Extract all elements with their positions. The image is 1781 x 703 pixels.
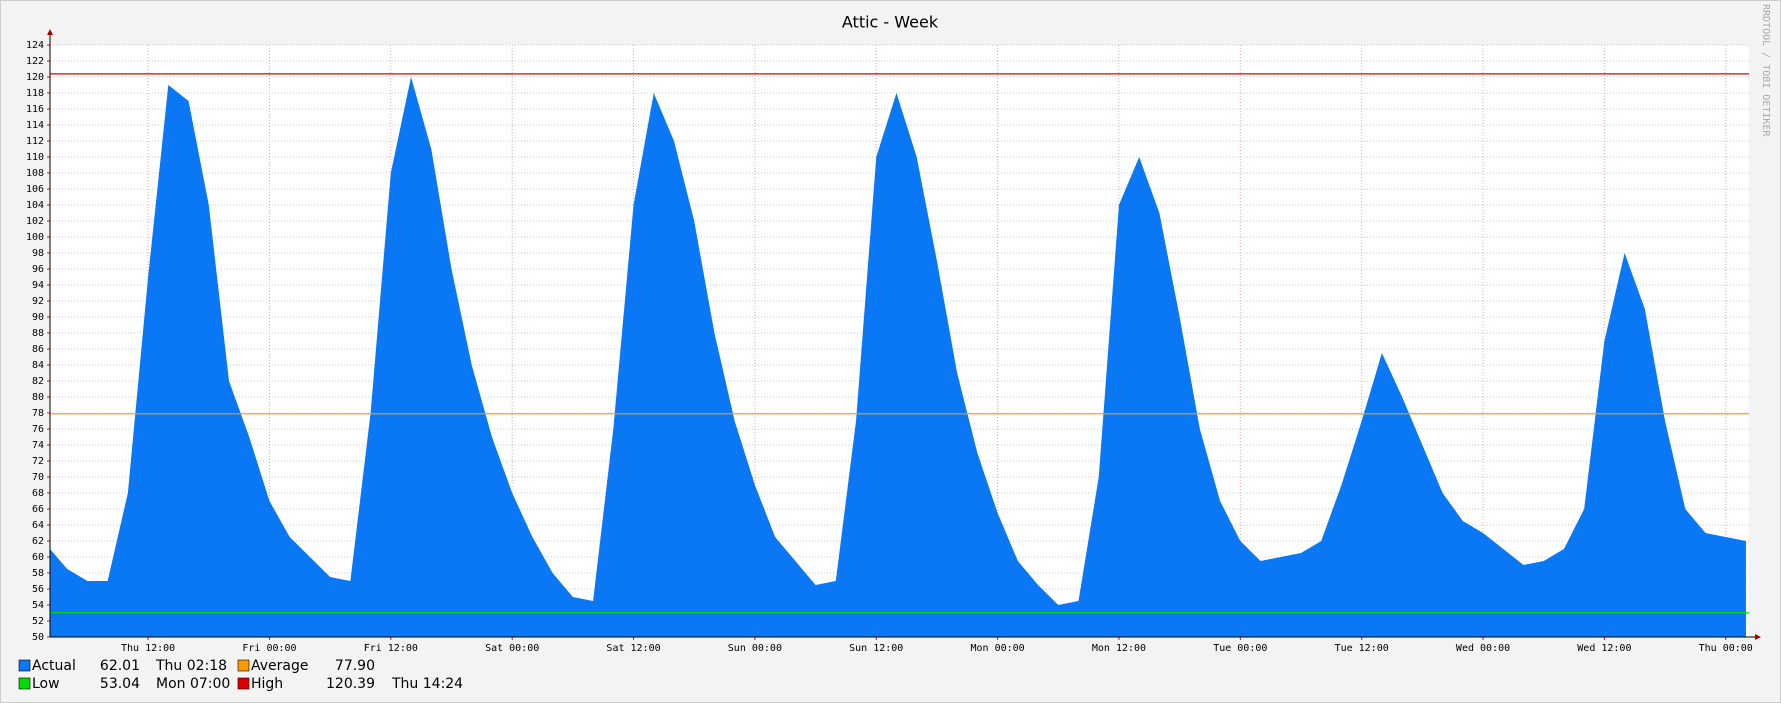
area: [50, 77, 1746, 637]
x-tick-label: Thu 00:00: [1699, 643, 1753, 654]
y-tick-label: 92: [32, 296, 44, 307]
legend-value: 53.04: [100, 676, 140, 692]
y-tick-label: 124: [26, 40, 44, 51]
y-tick-label: 86: [32, 344, 44, 355]
x-tick-label: Sat 12:00: [606, 643, 660, 654]
x-tick-label: Tue 00:00: [1213, 643, 1267, 654]
legend-label: Low: [32, 676, 60, 692]
y-tick-label: 78: [32, 408, 44, 419]
y-tick-label: 80: [32, 392, 44, 403]
y-tick-label: 68: [32, 488, 44, 499]
y-tick-label: 54: [32, 600, 44, 611]
legend-value: 62.01: [100, 658, 140, 674]
legend-swatch: [18, 659, 31, 672]
x-tick-label: Sun 12:00: [849, 643, 903, 654]
chart-title: Attic - Week: [842, 13, 939, 32]
x-tick-label: Fri 00:00: [242, 643, 296, 654]
x-tick-label: Thu 12:00: [121, 643, 175, 654]
y-tick-label: 94: [32, 280, 44, 291]
y-tick-label: 114: [26, 120, 44, 131]
y-tick-label: 108: [26, 168, 44, 179]
y-tick-label: 100: [26, 232, 44, 243]
marks: [50, 73, 1749, 637]
legend-swatch: [237, 677, 250, 690]
y-tick-label: 50: [32, 632, 44, 643]
y-tick-label: 106: [26, 184, 44, 195]
legend: Actual 62.01 Thu 02:18 Average 77.90 Low 53.04…: [18, 658, 463, 692]
y-tick-label: 62: [32, 536, 44, 547]
x-axis-arrow: [1755, 634, 1761, 640]
x-tick-label: Sun 00:00: [728, 643, 782, 654]
y-tick-label: 96: [32, 264, 44, 275]
y-tick-label: 60: [32, 552, 44, 563]
y-tick-label: 82: [32, 376, 44, 387]
x-tick-label: Wed 00:00: [1456, 643, 1510, 654]
y-tick-label: 72: [32, 456, 44, 467]
x-tick-label: Mon 12:00: [1092, 643, 1146, 654]
legend-label: Average: [251, 658, 309, 674]
y-axis-arrow: [47, 29, 53, 35]
y-tick-label: 90: [32, 312, 44, 323]
axes: 50 52 54 56 58 60 62 64 66 68 70 72 74 76 78 80 82 84 86 88…: [26, 29, 1761, 654]
y-tick-label: 84: [32, 360, 44, 371]
y-tick-label: 58: [32, 568, 44, 579]
y-tick-label: 122: [26, 56, 44, 67]
watermark: RRDTOOL / TOBI OETIKER: [1760, 4, 1771, 137]
y-tick-label: 56: [32, 584, 44, 595]
y-tick-label: 112: [26, 136, 44, 147]
legend-label: High: [251, 676, 283, 692]
y-tick-label: 52: [32, 616, 44, 627]
legend-swatch: [18, 677, 31, 690]
x-tick-label: Wed 12:00: [1577, 643, 1631, 654]
x-tick-label: Sat 00:00: [485, 643, 539, 654]
legend-time: Mon 07:00: [156, 676, 230, 692]
y-tick-label: 110: [26, 152, 44, 163]
x-tick-label: Fri 12:00: [364, 643, 418, 654]
y-tick-label: 74: [32, 440, 44, 451]
legend-value: 77.90: [335, 658, 375, 674]
legend-swatch: [237, 659, 250, 672]
x-tick-label: Mon 00:00: [971, 643, 1025, 654]
y-tick-label: 64: [32, 520, 44, 531]
y-tick-label: 66: [32, 504, 44, 515]
y-tick-label: 98: [32, 248, 44, 259]
y-tick-label: 102: [26, 216, 44, 227]
legend-label: Actual: [32, 658, 76, 674]
y-tick-label: 116: [26, 104, 44, 115]
y-tick-label: 76: [32, 424, 44, 435]
legend-time: Thu 02:18: [155, 658, 227, 674]
y-tick-label: 70: [32, 472, 44, 483]
legend-value: 120.39: [326, 676, 375, 692]
legend-time: Thu 14:24: [391, 676, 463, 692]
y-tick-label: 88: [32, 328, 44, 339]
y-tick-label: 104: [26, 200, 44, 211]
y-tick-label: 120: [26, 72, 44, 83]
y-tick-label: 118: [26, 88, 44, 99]
x-tick-label: Tue 12:00: [1335, 643, 1389, 654]
